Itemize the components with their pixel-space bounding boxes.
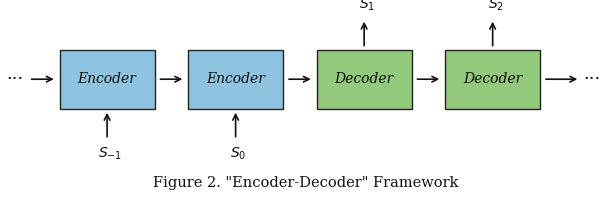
Text: Figure 2. "Encoder-Decoder" Framework: Figure 2. "Encoder-Decoder" Framework <box>153 176 459 190</box>
Text: $S_{0}$: $S_{0}$ <box>230 146 246 162</box>
FancyBboxPatch shape <box>188 50 283 109</box>
FancyBboxPatch shape <box>446 50 540 109</box>
Text: ···: ··· <box>584 70 601 88</box>
Text: Decoder: Decoder <box>335 72 394 86</box>
Text: Encoder: Encoder <box>206 72 265 86</box>
Text: $S_{-1}$: $S_{-1}$ <box>98 146 122 162</box>
FancyBboxPatch shape <box>317 50 411 109</box>
Text: $S_{2}$: $S_{2}$ <box>488 0 504 13</box>
Text: ···: ··· <box>7 70 24 88</box>
Text: $S_{1}$: $S_{1}$ <box>359 0 375 13</box>
Text: Decoder: Decoder <box>463 72 522 86</box>
Text: Encoder: Encoder <box>78 72 136 86</box>
FancyBboxPatch shape <box>59 50 154 109</box>
